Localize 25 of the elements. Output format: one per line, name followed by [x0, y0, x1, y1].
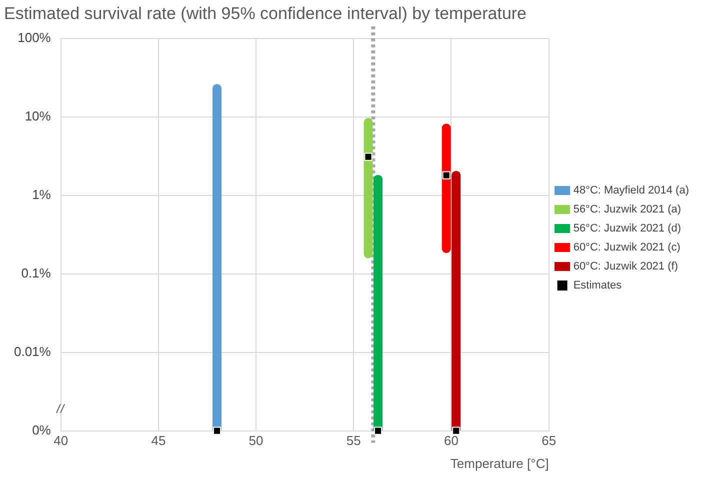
- legend-label: 60°C: Juzwik 2021 (f): [573, 260, 678, 273]
- x-tick-label: 65: [542, 433, 556, 448]
- chart-title: Estimated survival rate (with 95% confidence interval) by temperature: [4, 4, 527, 23]
- x-tick-label: 60: [444, 433, 458, 448]
- x-tick-label: 40: [54, 433, 68, 448]
- point: [452, 426, 460, 435]
- y-tick-label: 10%: [24, 108, 52, 124]
- x-tick-label: 45: [151, 433, 166, 448]
- point: [374, 426, 382, 435]
- y-tick-label: 1%: [32, 186, 52, 202]
- x-tick-label: 50: [248, 433, 264, 448]
- y-tick-label: 0%: [32, 422, 52, 438]
- legend-label: 56°C: Juzwik 2021 (a): [573, 204, 682, 216]
- point: [364, 152, 372, 161]
- y-tick-label: 0.01%: [14, 344, 52, 359]
- legend-label: 48°C: Mayfield 2014 (a): [573, 184, 690, 197]
- y-tick-label: 100%: [18, 30, 52, 45]
- y-tick-label: 0.1%: [21, 265, 52, 280]
- point: [212, 426, 222, 435]
- x-axis-title: Temperature [°C]: [450, 456, 549, 471]
- legend-label: Estimates: [573, 280, 622, 292]
- x-tick-label: 55: [346, 433, 361, 448]
- point: [442, 171, 450, 180]
- legend-label: 56°C: Juzwik 2021 (d): [573, 222, 682, 235]
- legend-label: 60°C: Juzwik 2021 (c): [573, 242, 680, 254]
